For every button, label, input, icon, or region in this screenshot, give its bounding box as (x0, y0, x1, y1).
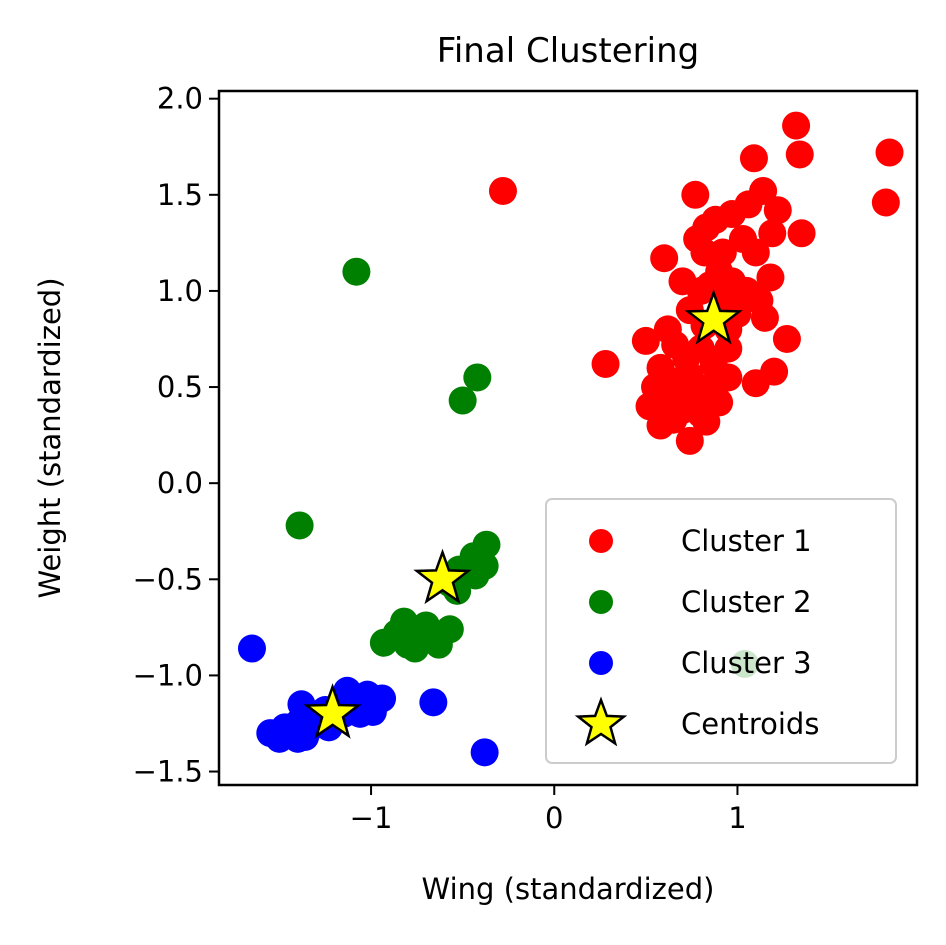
cluster-1-point (782, 111, 811, 140)
plot-area (237, 111, 904, 767)
y-tick-label: 1.5 (157, 178, 203, 212)
cluster-1-point (646, 411, 675, 440)
cluster-1-point (741, 238, 770, 267)
cluster-1-point (734, 190, 763, 219)
y-tick-label: 2.0 (157, 82, 203, 116)
cluster-1-point (763, 196, 792, 225)
y-tick-label: 0.0 (157, 466, 203, 500)
cluster-1-point (488, 176, 517, 205)
cluster-2-point (448, 386, 477, 415)
cluster-2-point (401, 634, 430, 663)
cluster-2-point (463, 363, 492, 392)
legend-marker (589, 651, 613, 675)
y-tick-label: −1.0 (133, 658, 203, 692)
y-axis: −1.5 −1.0 −0.5 0.0 0.5 1.0 1.5 2.0 (133, 82, 219, 789)
cluster-1-point (871, 188, 900, 217)
cluster-3-point (470, 738, 499, 767)
cluster-3-point (419, 688, 448, 717)
chart-title: Final Clustering (437, 31, 699, 71)
cluster-2-point (369, 628, 398, 657)
cluster-1-point (875, 138, 904, 167)
cluster-1-point (772, 324, 801, 353)
cluster-1-point (650, 244, 679, 273)
legend-marker-star (574, 696, 628, 747)
cluster-2-point (424, 630, 453, 659)
cluster-1-point (750, 303, 779, 332)
legend-label: Cluster 1 (681, 524, 812, 558)
y-tick-label: −0.5 (133, 562, 203, 596)
y-tick-label: 0.5 (157, 370, 203, 404)
axes-frame (217, 89, 919, 787)
legend: Cluster 1 Cluster 2 Cluster 3 Centroids (545, 498, 897, 764)
centroid-star (303, 683, 362, 739)
legend-label: Cluster 2 (681, 585, 812, 619)
cluster-1-point (739, 144, 768, 173)
x-tick-label: −1 (350, 801, 393, 835)
y-tick-label: 1.0 (157, 274, 203, 308)
x-tick-label: 1 (728, 801, 746, 835)
legend-label: Cluster 3 (681, 646, 812, 680)
y-axis-label: Weight (standardized) (33, 277, 67, 598)
legend-label: Centroids (681, 707, 819, 741)
legend-marker (589, 590, 613, 614)
cluster-1-point (675, 426, 704, 455)
cluster-1-point (631, 326, 660, 355)
cluster-2-point (285, 511, 314, 540)
cluster-1-point (785, 140, 814, 169)
cluster-3-point (283, 724, 312, 753)
cluster-2-point (461, 561, 490, 590)
cluster-1-point (756, 263, 785, 292)
cluster-3-point (237, 634, 266, 663)
cluster-1-point (758, 219, 787, 248)
cluster-1-point (787, 219, 816, 248)
centroid-star (413, 548, 472, 605)
cluster-1-point (741, 369, 770, 398)
y-tick-label: −1.5 (133, 755, 203, 789)
x-tick-label: 0 (545, 801, 563, 835)
legend-box (545, 498, 897, 764)
cluster-1-point (692, 407, 721, 436)
cluster-1-point (591, 349, 620, 378)
cluster-2-point (342, 257, 371, 286)
cluster-1-point (681, 180, 710, 209)
centroid-star (684, 289, 743, 345)
legend-marker (589, 529, 613, 553)
x-axis: −1 0 1 (350, 785, 747, 835)
x-axis-label: Wing (standardized) (422, 872, 715, 906)
